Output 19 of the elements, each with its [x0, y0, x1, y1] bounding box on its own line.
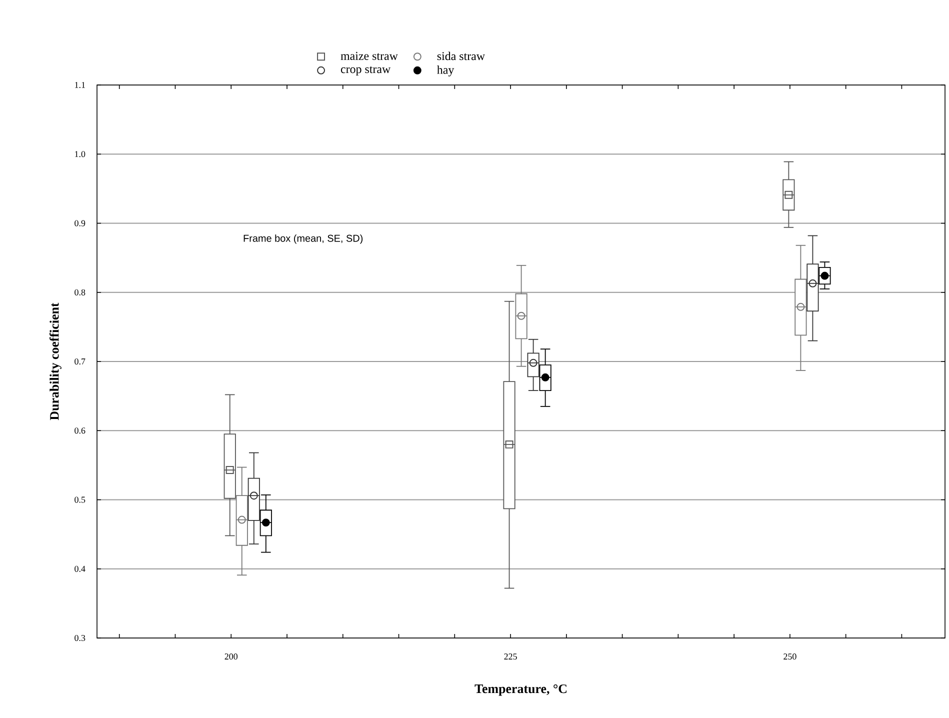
x-tick-label: 225 — [504, 654, 517, 660]
y-tick-label: 1.1 — [75, 82, 85, 88]
legend-label: hay — [437, 65, 454, 76]
y-tick-label: 0.6 — [74, 428, 86, 434]
y-axis-title: Durability coefficient — [50, 302, 62, 420]
y-tick-label: 0.9 — [74, 220, 86, 226]
x-tick-label: 250 — [784, 654, 796, 660]
y-tick-label: 0.8 — [74, 289, 86, 296]
x-axis-title: Temperature, °C — [474, 684, 567, 696]
y-tick-label: 0.7 — [74, 358, 86, 365]
legend-label: maize straw — [340, 52, 398, 60]
legend-label: crop straw — [340, 66, 391, 76]
legend-label: sida straw — [437, 52, 485, 60]
y-tick-label: 0.3 — [74, 634, 86, 642]
y-tick-label: 0.5 — [74, 496, 86, 503]
annotation: Frame box (mean, SE, SD) — [244, 234, 363, 244]
y-tick-label: 1.0 — [75, 151, 86, 158]
x-tick-label: 200 — [224, 654, 238, 660]
y-tick-label: 0.4 — [74, 566, 86, 572]
